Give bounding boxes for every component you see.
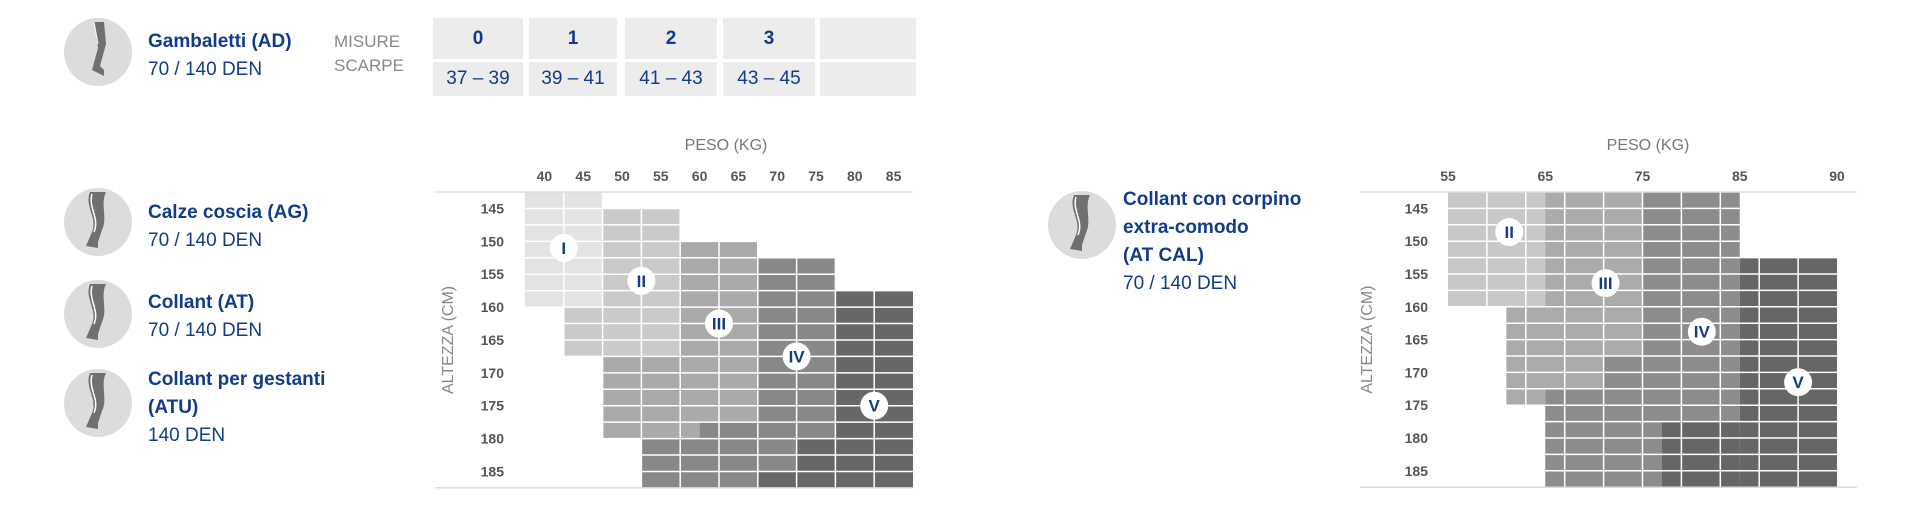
product-title-gambaletti: Gambaletti (AD) [148, 31, 292, 52]
x-tick-label: 65 [1537, 168, 1553, 184]
product-den: 70 / 140 DEN [148, 320, 263, 341]
zone-label: III [712, 315, 726, 334]
product-den: 70 / 140 DEN [148, 230, 263, 251]
product-den: 70 / 140 DEN [1123, 273, 1238, 294]
zone-marker-III [705, 309, 733, 338]
zone-marker-II [1495, 218, 1524, 247]
product-den-gambaletti: 70 / 140 DEN [148, 59, 263, 80]
shoe-size-header: 0 [433, 18, 523, 59]
zone-IV-area [641, 438, 758, 488]
x-tick-label: 55 [1440, 168, 1456, 184]
zone-label: II [1505, 223, 1514, 242]
x-tick-label: 75 [808, 168, 824, 184]
y-tick-label: 185 [1405, 463, 1429, 479]
x-tick-label: 40 [537, 168, 553, 184]
zone-V-area [757, 471, 797, 488]
product-den: 140 DEN [148, 425, 226, 446]
y-tick-label: 170 [1405, 364, 1429, 380]
zone-III-area [1506, 306, 1643, 356]
shoe-size-header: 2 [625, 18, 717, 59]
x-tick-label: 90 [1829, 168, 1845, 184]
y-tick-label: 155 [481, 266, 505, 282]
shoe-size-range: 39 – 41 [529, 62, 617, 96]
zone-label: V [869, 397, 881, 416]
zone-marker-V [860, 391, 889, 420]
x-axis-title: PESO (KG) [1607, 137, 1690, 154]
shoe-size-header: 3 [723, 18, 815, 59]
x-tick-label: 85 [886, 168, 902, 184]
zone-II-area [563, 307, 603, 357]
zone-label: II [637, 272, 646, 291]
y-tick-label: 145 [481, 200, 505, 216]
label-line: SCARPE [334, 56, 404, 75]
y-tick-label: 175 [1405, 397, 1429, 413]
zone-marker-I [549, 233, 578, 262]
product-title: (AT CAL) [1123, 245, 1204, 266]
zone-III-area [680, 422, 700, 439]
shoe-size-label: MISURE SCARPE [334, 30, 404, 78]
x-tick-label: 65 [731, 168, 747, 184]
y-tick-label: 145 [1405, 200, 1429, 216]
chart-2: PESO (KG) ALTEZZA (CM) 55 65 75 85 90 145 150 155… [1359, 137, 1857, 488]
product-title: Collant per gestanti [148, 369, 326, 390]
product-title: (ATU) [148, 397, 199, 418]
y-tick-label: 170 [481, 365, 505, 381]
x-tick-label: 55 [653, 168, 669, 184]
y-tick-label: 160 [481, 299, 505, 315]
y-tick-label: 185 [481, 463, 505, 479]
zone-label: III [1598, 274, 1612, 293]
shoe-size-header: 1 [529, 18, 617, 59]
y-tick-label: 150 [1405, 233, 1429, 249]
x-axis-title: PESO (KG) [685, 137, 768, 154]
y-tick-label: 175 [481, 398, 505, 414]
zone-marker-III [1591, 269, 1620, 298]
y-tick-label: 180 [1405, 430, 1429, 446]
y-axis-title: ALTEZZA (CM) [1359, 286, 1376, 394]
zone-label: I [561, 239, 566, 258]
label-line: MISURE [334, 32, 401, 51]
product-title: Calze coscia (AG) [148, 202, 309, 223]
comfort-tights-icon [1048, 191, 1116, 259]
thigh-stocking-icon [64, 188, 132, 256]
zone-label: V [1792, 373, 1804, 392]
shoe-size-range: 43 – 45 [723, 62, 815, 96]
shoe-size-range: 41 – 43 [625, 62, 717, 96]
maternity-tights-icon [64, 369, 132, 437]
product-title: extra-comodo [1123, 217, 1249, 238]
chart-1: PESO (KG) ALTEZZA (CM) 40 45 50 55 60 65 70 75 80 8… [435, 137, 913, 489]
x-tick-label: 70 [769, 168, 785, 184]
knee-sock-icon [64, 18, 132, 86]
zone-marker-V [1784, 368, 1813, 397]
y-tick-label: 180 [481, 431, 505, 447]
x-tick-label: 50 [614, 168, 630, 184]
x-tick-label: 85 [1732, 168, 1748, 184]
shoe-size-range [820, 62, 916, 96]
zone-label: IV [1694, 323, 1711, 342]
zone-V-area [796, 438, 836, 488]
y-tick-label: 155 [1405, 266, 1429, 282]
zone-marker-IV [782, 342, 811, 371]
zone-II-area [1448, 192, 1546, 307]
x-tick-label: 60 [692, 168, 708, 184]
y-tick-label: 165 [481, 332, 505, 348]
zone-marker-II [627, 266, 656, 295]
product-title: Collant (AT) [148, 292, 255, 313]
tights-icon [64, 280, 132, 348]
y-tick-label: 150 [481, 233, 505, 249]
shoe-size-header [820, 18, 916, 59]
product-title: Collant con corpino [1123, 189, 1302, 210]
y-tick-label: 165 [1405, 332, 1429, 348]
x-tick-label: 75 [1635, 168, 1651, 184]
x-tick-label: 80 [847, 168, 863, 184]
y-axis-title: ALTEZZA (CM) [440, 286, 457, 394]
shoe-size-range: 37 – 39 [433, 62, 523, 96]
zone-marker-IV [1687, 317, 1716, 346]
x-tick-label: 45 [575, 168, 591, 184]
zone-label: IV [789, 347, 806, 366]
zone-IV-area [699, 422, 758, 439]
y-tick-label: 160 [1405, 299, 1429, 315]
